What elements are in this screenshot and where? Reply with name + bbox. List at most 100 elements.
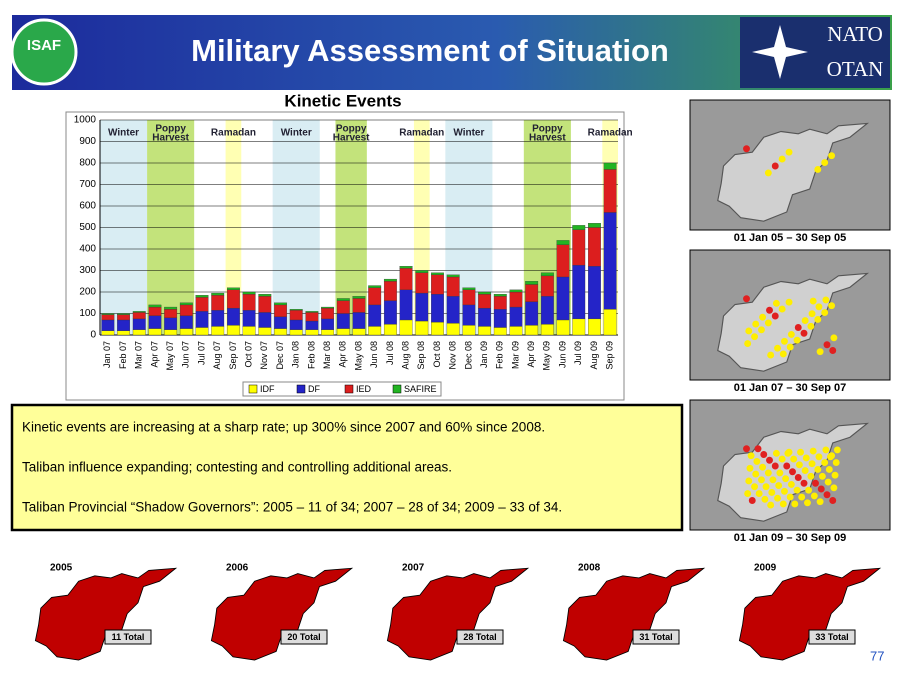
bar-segment [493, 327, 507, 336]
threat-map [717, 272, 868, 372]
incident-dot [793, 336, 801, 344]
x-tick-label: Apr 07 [149, 341, 159, 368]
y-tick-label: 500 [79, 222, 96, 233]
x-tick-label: Feb 08 [306, 341, 316, 369]
bullet-text: Taliban Provincial “Shadow Governors”: 2… [22, 500, 562, 515]
incident-dot [809, 297, 817, 305]
x-tick-label: Jul 09 [573, 341, 583, 365]
x-tick-label: Aug 09 [589, 341, 599, 370]
bar-segment [195, 295, 209, 298]
incident-dot [821, 159, 829, 166]
incident-dot [771, 462, 779, 470]
bar-segment [164, 329, 178, 336]
threat-map [717, 422, 868, 522]
bar-segment [289, 309, 303, 311]
bar-segment [446, 276, 460, 297]
bar-segment [117, 330, 130, 336]
bar-segment [572, 264, 586, 320]
governor-year: 2008 [578, 563, 601, 574]
bar-segment [195, 327, 209, 336]
x-tick-label: Aug 08 [400, 341, 410, 370]
bar-segment [226, 287, 240, 291]
bar-segment [368, 326, 382, 336]
bar-segment [415, 270, 429, 273]
bar-segment [556, 276, 570, 321]
incident-dot [743, 445, 750, 453]
incident-dot [801, 467, 809, 475]
bar-segment [305, 311, 319, 313]
incident-dot [798, 493, 806, 501]
period-label: Ramadan [399, 128, 444, 139]
bar-segment [383, 281, 397, 301]
bar-segment [132, 311, 146, 313]
incident-dot [779, 500, 787, 508]
period-label: Harvest [529, 133, 566, 144]
map-caption: 01 Jan 09 – 30 Sep 09 [734, 532, 847, 544]
governor-year: 2006 [226, 563, 249, 574]
incident-dot [783, 462, 791, 470]
bar-segment [446, 296, 460, 324]
x-tick-label: Oct 08 [432, 341, 442, 368]
x-tick-label: Jan 08 [291, 341, 301, 368]
bar-segment [226, 307, 240, 326]
y-tick-label: 700 [79, 179, 96, 190]
incident-dot [752, 470, 760, 478]
bar-segment [462, 289, 476, 306]
bar-segment [336, 328, 350, 336]
incident-dot [808, 460, 816, 468]
bar-segment [258, 312, 272, 328]
incident-dot [814, 316, 822, 323]
governor-map [386, 567, 529, 661]
bar-segment [493, 296, 507, 310]
incident-dot [781, 487, 788, 495]
incident-dot [782, 475, 790, 483]
incident-dot [766, 306, 773, 314]
incident-dot [764, 469, 772, 477]
legend-label: IED [356, 384, 372, 394]
incident-dot [800, 479, 808, 487]
nato-text: NATO [827, 22, 883, 46]
x-tick-label: Jan 09 [479, 341, 489, 368]
bar-segment [211, 310, 225, 327]
total-box [104, 629, 152, 645]
period-label: Harvest [333, 133, 370, 144]
incident-dot [779, 350, 787, 358]
x-tick-label: Feb 09 [495, 341, 505, 369]
y-tick-label: 800 [79, 158, 96, 169]
incident-dot [781, 337, 788, 345]
incident-dot [814, 166, 822, 173]
incident-dot [772, 449, 780, 457]
incident-dot [774, 494, 781, 502]
governor-total: 11 Total [112, 632, 145, 642]
bar-segment [258, 327, 272, 336]
bar-segment [321, 318, 335, 330]
bar-segment [179, 304, 193, 316]
bar-segment [493, 293, 507, 297]
bar-segment [383, 300, 397, 325]
y-tick-label: 600 [79, 201, 96, 212]
bar-segment [478, 307, 492, 327]
incident-dot [827, 453, 834, 461]
incident-dot [821, 459, 829, 466]
bar-segment [556, 240, 570, 245]
bar-segment [321, 329, 335, 336]
incident-dot [804, 499, 811, 507]
governor-year: 2007 [402, 563, 425, 574]
bar-segment [289, 319, 303, 330]
incident-dot [825, 466, 833, 473]
governor-map [34, 567, 177, 661]
bar-segment [305, 329, 319, 336]
bar-segment [195, 311, 209, 328]
x-tick-label: Nov 07 [259, 341, 269, 370]
bar-segment [336, 300, 350, 314]
incident-dot [786, 493, 794, 501]
bar-segment [274, 302, 287, 306]
incident-dot [829, 497, 837, 504]
bar-segment [352, 312, 366, 329]
incident-dot [760, 451, 768, 458]
bar-segment [148, 306, 162, 316]
incident-dot [762, 483, 770, 491]
legend-label: SAFIRE [404, 384, 437, 394]
y-tick-label: 0 [90, 330, 96, 341]
bar-segment [556, 319, 570, 336]
